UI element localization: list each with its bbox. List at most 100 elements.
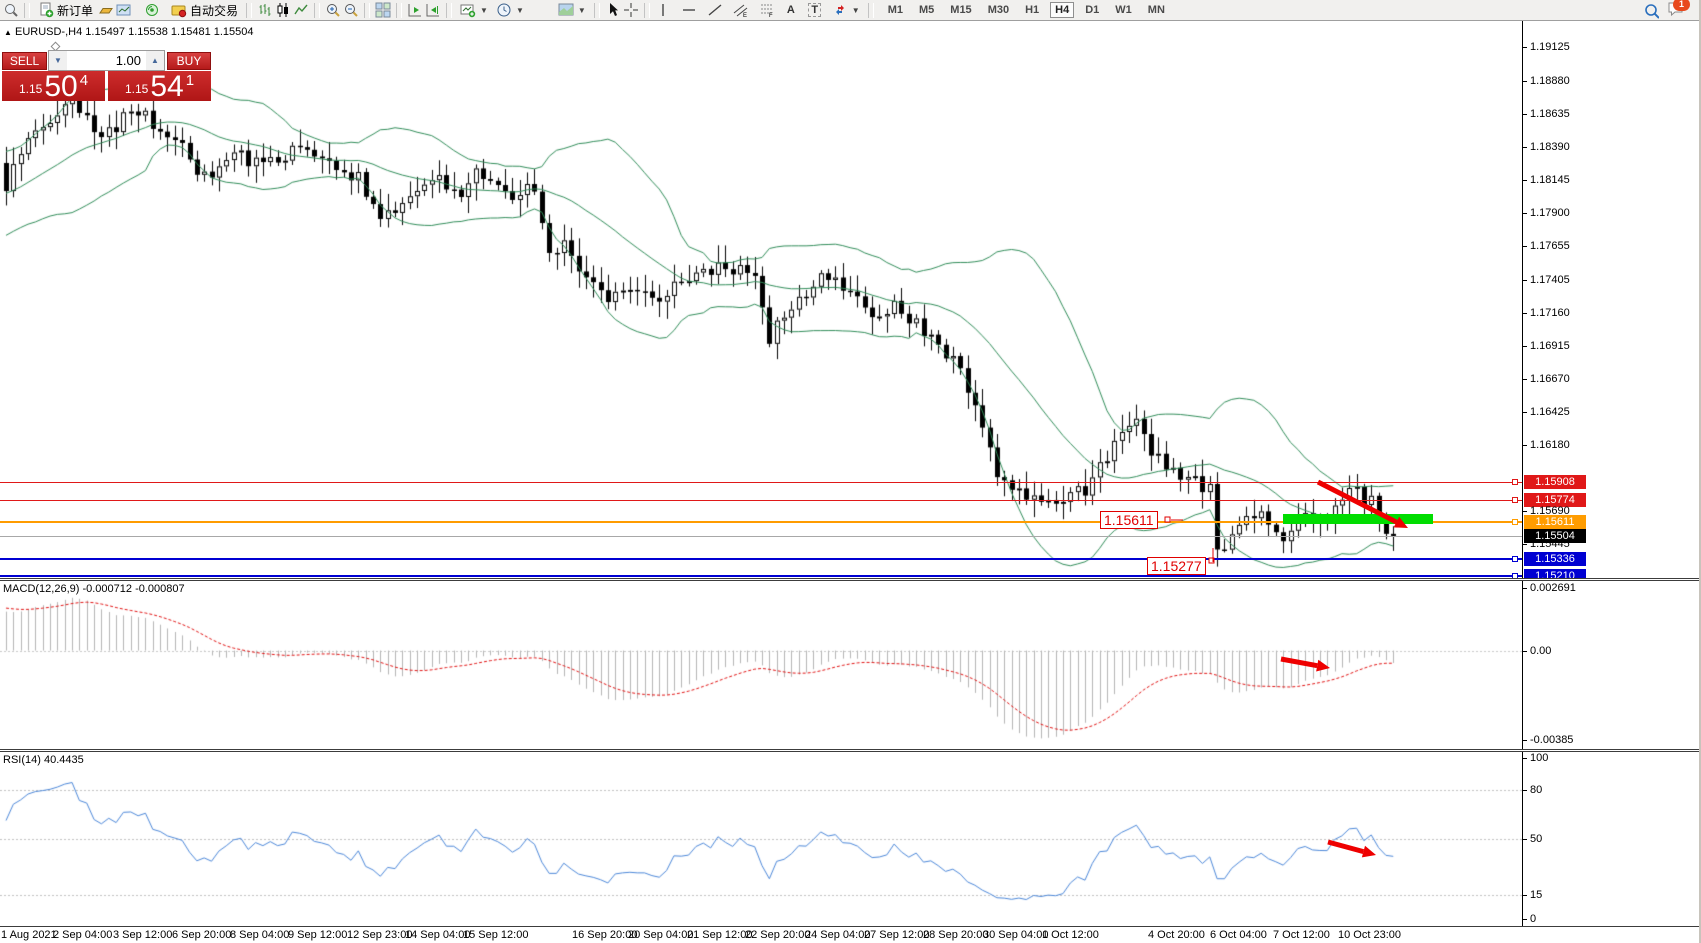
date-tick-label: 22 Sep 20:00 [745, 929, 811, 941]
date-axis[interactable]: 1 Aug 2021 2 Sep 04:00 3 Sep 12:00 6 Sep 20… [0, 927, 1699, 943]
chat-button[interactable]: 1 [1667, 0, 1690, 21]
zoom-out-icon[interactable] [343, 2, 359, 18]
level-anchor-square[interactable] [1512, 519, 1518, 525]
period-button[interactable]: ▼ [493, 1, 527, 19]
timeframe-button-m30[interactable]: M30 [983, 2, 1014, 18]
price-chart-panel[interactable]: 1.15611 1.15277 ▲ EURUSD-,H4 1.15497 1.15… [0, 21, 1523, 579]
date-tick-label: 21 Sep 12:00 [687, 929, 753, 941]
price-callout-label[interactable]: 1.15277 [1147, 557, 1206, 575]
axis-tick [1523, 740, 1527, 741]
axis-tick [1523, 895, 1527, 896]
auto-scroll-icon[interactable] [407, 2, 423, 18]
timeframe-button-m5[interactable]: M5 [914, 2, 939, 18]
toolbar-separator [396, 2, 403, 18]
timeframe-button-d1[interactable]: D1 [1080, 2, 1104, 18]
search-icon[interactable] [1643, 3, 1659, 19]
axis-tick [1523, 511, 1527, 512]
price-tick-label: 1.18390 [1530, 141, 1570, 153]
macd-tick-label: 0.002691 [1530, 582, 1576, 594]
macd-panel[interactable]: MACD(12,26,9) -0.000712 -0.000807 [0, 581, 1523, 749]
panel-separator[interactable] [0, 578, 1699, 581]
candlestick-chart[interactable] [0, 21, 1522, 578]
auto-trading-button[interactable]: 自动交易 [168, 1, 241, 19]
price-callout-label[interactable]: 1.15611 [1100, 511, 1158, 529]
timeframe-button-w1[interactable]: W1 [1110, 2, 1137, 18]
buy-price-big: 54 [150, 70, 184, 103]
level-anchor-square[interactable] [1512, 556, 1518, 562]
price-level-line-1.15504[interactable] [0, 536, 1522, 537]
fibo-letter: F [769, 13, 773, 18]
channel-icon[interactable]: E [733, 2, 749, 18]
chart-shift-icon[interactable] [425, 2, 441, 18]
axis-tick [1523, 114, 1527, 115]
publish-chart-icon[interactable] [116, 2, 132, 18]
new-chart-button[interactable]: ▼ [457, 1, 491, 19]
timeframe-button-h4[interactable]: H4 [1050, 2, 1075, 18]
timeframe-group: M1 M5 M15 M30 H1 H4 D1 W1 MN [883, 2, 1170, 18]
cursor-icon[interactable] [605, 2, 621, 18]
notification-badge: 1 [1673, 0, 1690, 11]
date-tick-label: 28 Sep 20:00 [923, 929, 989, 941]
axis-tick [1523, 839, 1527, 840]
chart-ohlc-readout: ▲ EURUSD-,H4 1.15497 1.15538 1.15481 1.1… [4, 26, 254, 38]
candlestick-icon[interactable] [275, 2, 291, 18]
price-level-line-1.15908[interactable] [0, 482, 1522, 483]
date-tick-label: 1 Oct 12:00 [1042, 929, 1099, 941]
level-anchor-square[interactable] [1512, 479, 1518, 485]
timeframe-button-mn[interactable]: MN [1143, 2, 1170, 18]
docked-search-icon[interactable] [3, 2, 19, 18]
price-axis-badge-1.15774: 1.15774 [1524, 493, 1586, 507]
rsi-chart[interactable] [0, 752, 1522, 926]
gold-icon[interactable] [98, 2, 114, 18]
line-chart-icon[interactable] [293, 2, 309, 18]
text-label-icon[interactable]: T [807, 2, 823, 18]
level-anchor-square[interactable] [1512, 497, 1518, 503]
timeframe-button-h1[interactable]: H1 [1020, 2, 1044, 18]
horizontal-line-icon[interactable] [681, 2, 697, 18]
new-order-button[interactable]: 新订单 [35, 1, 96, 19]
macd-axis[interactable]: 0.002691 0.00 -0.00385 [1523, 581, 1699, 749]
rsi-tick-label: 15 [1530, 889, 1543, 901]
price-level-line-1.15210[interactable] [0, 575, 1522, 577]
price-level-line-1.15611[interactable] [0, 521, 1522, 523]
toolbar-separator [314, 2, 321, 18]
period-clock-icon [496, 2, 512, 18]
price-level-line-1.15774[interactable] [0, 500, 1522, 501]
buy-price-pip: 1 [185, 72, 195, 89]
buy-button[interactable]: BUY [167, 52, 211, 70]
vertical-line-icon[interactable] [655, 2, 671, 18]
sell-price-box[interactable]: 1.15 50 4 [2, 70, 105, 103]
sell-price-big: 50 [44, 70, 78, 103]
buy-price-base: 1.15 [124, 82, 149, 96]
tile-windows-icon[interactable] [375, 2, 391, 18]
price-level-line-1.15336[interactable] [0, 558, 1522, 560]
main-toolbar: 新订单 自动交易 ▼ ▼ ▼ E F A T ▼ [0, 0, 1699, 21]
text-icon[interactable]: A [786, 4, 795, 16]
date-tick-label: 1 Aug 2021 [1, 929, 57, 941]
crosshair-icon[interactable] [623, 2, 639, 18]
broadcast-icon[interactable] [144, 2, 160, 18]
fibonacci-icon[interactable]: F [759, 2, 775, 18]
panel-separator[interactable] [0, 749, 1699, 752]
timeframe-button-m1[interactable]: M1 [883, 2, 908, 18]
volume-decrease-button[interactable]: ▼ [49, 51, 67, 70]
rsi-axis[interactable]: 100 80 50 15 0 [1523, 752, 1699, 926]
macd-chart[interactable] [0, 581, 1522, 749]
sell-button[interactable]: SELL [2, 52, 47, 70]
date-tick-label: 7 Oct 12:00 [1273, 929, 1330, 941]
arrow-tools-button[interactable]: ▼ [829, 1, 863, 19]
date-tick-label: 8 Sep 04:00 [230, 929, 290, 941]
axis-tick [1523, 47, 1527, 48]
rsi-panel[interactable]: RSI(14) 40.4435 [0, 752, 1523, 926]
volume-input[interactable]: 1.00 [115, 53, 141, 68]
buy-price-box[interactable]: 1.15 54 1 [108, 70, 211, 103]
toolbar-separator [364, 2, 371, 18]
price-axis[interactable]: 1.15908 1.15774 1.15611 1.15504 1.15336 1.152… [1523, 21, 1699, 583]
trendline-icon[interactable] [707, 2, 723, 18]
zoom-in-icon[interactable] [325, 2, 341, 18]
volume-increase-button[interactable]: ▲ [146, 51, 164, 70]
new-chart-icon [460, 2, 476, 18]
profile-button[interactable]: ▼ [555, 1, 589, 19]
timeframe-button-m15[interactable]: M15 [945, 2, 976, 18]
bar-chart-icon[interactable] [257, 2, 273, 18]
